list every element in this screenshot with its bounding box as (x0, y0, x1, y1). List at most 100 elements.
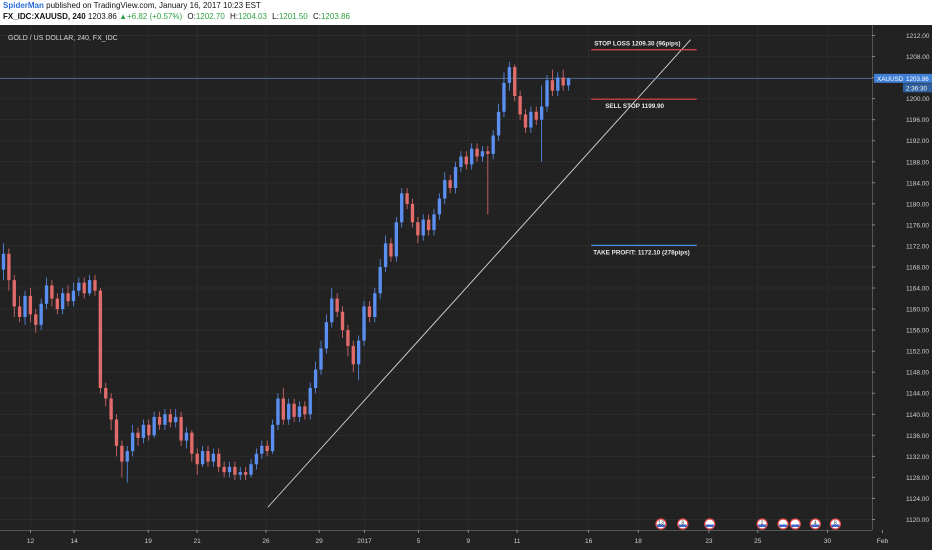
candle-body (120, 445, 124, 462)
time-axis[interactable]: 12 14 19 21 26 29 2017 5 9 11 16 18 23 25 30 Feb (0, 530, 932, 550)
flag-stripe (656, 524, 665, 527)
candle-body (163, 414, 167, 425)
time-tick-label: 19 (145, 538, 153, 545)
price-tick-label: 1132.00 (906, 454, 929, 461)
candle-body (104, 387, 108, 399)
price-tick-label: 1128.00 (906, 475, 929, 482)
candle-body (459, 156, 463, 168)
candle-body (39, 303, 43, 325)
candle-body (351, 345, 355, 365)
candle-body (502, 82, 506, 112)
time-tick-label: 11 (514, 538, 521, 545)
price-tick-label: 1144.00 (906, 391, 929, 398)
candle-body (367, 306, 372, 317)
candle-body (523, 114, 528, 128)
author-link[interactable]: SpiderMan (3, 1, 44, 10)
candle-body (66, 293, 70, 302)
candle-body (416, 222, 420, 236)
candle-body (561, 77, 565, 86)
candle-body (211, 453, 216, 462)
last-price: 1203.86 (87, 12, 117, 21)
candle-body (534, 111, 538, 120)
candle-body (61, 293, 65, 310)
candle-body (432, 214, 436, 231)
candle-body (141, 424, 146, 438)
candle-body (340, 311, 345, 331)
candle-body (109, 398, 113, 420)
candle-body (157, 416, 162, 425)
time-tick-label: 2017 (357, 538, 372, 545)
candle-body (1, 253, 6, 270)
candle-body (400, 193, 404, 223)
candle-body (98, 290, 103, 388)
candle-body (410, 203, 415, 223)
flag-count: 4 (814, 521, 817, 527)
candle-body (464, 156, 468, 165)
candle-body (87, 280, 92, 294)
candle-body (529, 111, 533, 128)
chart-area[interactable]: STOP LOSS 1209.30 (96pips) SELL STOP 1199… (0, 25, 932, 550)
candle-body (475, 148, 479, 157)
candle-body (373, 293, 377, 317)
candle-body (313, 369, 318, 388)
candle-body (346, 330, 350, 346)
price-axis[interactable]: 1212.001208.001204.001200.001196.001192.… (872, 25, 932, 550)
flag-stripe (811, 524, 820, 527)
trendline-layer (267, 39, 691, 508)
candle-body (270, 424, 275, 452)
candle-body (437, 198, 442, 215)
candle-body (136, 432, 140, 438)
time-tick-label: 26 (262, 538, 270, 545)
countdown-label: 2:36:30 (906, 85, 928, 92)
candle-body (303, 406, 307, 415)
price-tick-label: 1156.00 (906, 328, 929, 335)
candlestick-chart[interactable]: STOP LOSS 1209.30 (96pips) SELL STOP 1199… (0, 25, 932, 550)
candle-body (147, 424, 151, 436)
close-value: 1203.86 (320, 12, 350, 21)
candle-body (308, 387, 312, 415)
candle-body (362, 306, 366, 341)
time-tick-label: 12 (27, 538, 35, 545)
candle-body (168, 414, 172, 423)
price-tick-label: 1164.00 (906, 286, 929, 293)
candle-body (394, 222, 399, 257)
event-flag-6 (789, 518, 801, 530)
candle-body (265, 445, 269, 452)
price-tick-label: 1188.00 (906, 159, 929, 166)
candle-body (539, 106, 544, 120)
chart-header: SpiderMan published on TradingView.com, … (0, 0, 932, 24)
candle-body (324, 322, 329, 349)
candle-body (28, 295, 33, 315)
candle-body (12, 280, 16, 307)
candle-body (114, 419, 119, 446)
time-axis-band (0, 530, 932, 550)
time-tick-label: 23 (705, 538, 713, 545)
candle-body (518, 96, 522, 115)
price-tick-label: 1124.00 (906, 496, 929, 503)
price-tick-label: 1140.00 (906, 412, 929, 419)
up-triangle-icon: ▲ (119, 12, 127, 21)
candle-body (276, 398, 280, 425)
high-label: H: (230, 12, 238, 21)
candle-body (184, 432, 189, 441)
candle-body (448, 180, 452, 189)
low-value: 1201.50 (278, 12, 308, 21)
price-change: +6.82 (+0.57%) (127, 12, 183, 21)
price-tick-label: 1192.00 (906, 138, 929, 145)
countdown-badge (903, 83, 932, 93)
flag-stripe (831, 524, 840, 527)
price-tick-label: 1200.00 (906, 96, 930, 103)
close-label: C: (312, 12, 321, 21)
candle-body (470, 148, 474, 165)
candle-body (190, 432, 194, 454)
candle-body (356, 340, 361, 365)
candle-body (292, 403, 296, 417)
time-tick-label: 30 (824, 538, 832, 545)
candle-body (23, 295, 27, 317)
candle-body (93, 280, 97, 291)
candle-body (217, 453, 221, 467)
candle-body (545, 80, 549, 107)
event-flag-5 (777, 518, 789, 530)
candle-body (249, 464, 253, 475)
candle-body (335, 298, 339, 312)
